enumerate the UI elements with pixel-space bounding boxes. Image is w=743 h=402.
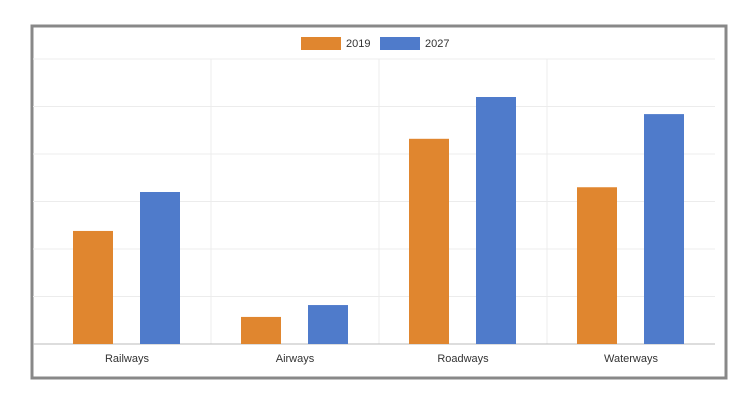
legend-label: 2019	[346, 38, 370, 50]
x-tick-label: Waterways	[604, 353, 658, 365]
legend-label: 2027	[425, 38, 449, 50]
x-tick-label: Roadways	[437, 353, 489, 365]
x-tick-label: Railways	[105, 353, 150, 365]
bar	[476, 97, 516, 344]
bar	[308, 305, 348, 344]
bar	[409, 138, 449, 344]
x-tick-label: Airways	[276, 353, 315, 365]
bar	[241, 316, 281, 344]
bar	[644, 114, 684, 344]
legend-swatch	[380, 37, 420, 50]
bar	[577, 187, 617, 344]
bar	[73, 230, 113, 344]
legend-swatch	[301, 37, 341, 50]
bar	[140, 192, 180, 344]
